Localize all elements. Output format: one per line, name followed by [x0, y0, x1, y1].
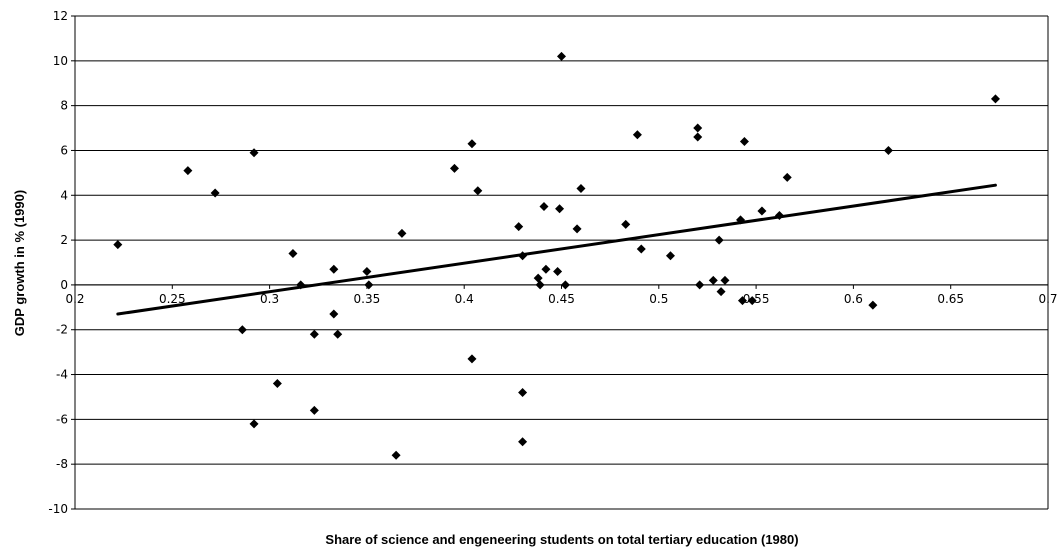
y-tick-label: 8 — [60, 99, 68, 113]
data-point — [249, 148, 259, 158]
y-tick-label: -6 — [56, 412, 68, 426]
data-point — [333, 329, 343, 339]
data-point — [535, 280, 545, 290]
data-point — [237, 325, 247, 335]
data-point — [272, 379, 282, 389]
data-point — [782, 172, 792, 182]
data-point — [883, 145, 893, 155]
x-tick-label: 0.45 — [548, 292, 575, 306]
data-point — [708, 275, 718, 285]
axis-layer — [71, 15, 1049, 510]
data-point — [621, 219, 631, 229]
data-point — [309, 405, 319, 415]
data-point — [449, 163, 459, 173]
data-point — [539, 201, 549, 211]
data-point — [296, 280, 306, 290]
data-point — [555, 204, 565, 214]
x-tick-label: 0.6 — [844, 292, 863, 306]
data-point — [868, 300, 878, 310]
x-tick-label: 0.65 — [937, 292, 964, 306]
data-point — [473, 186, 483, 196]
x-axis-title: Share of science and engeneering student… — [325, 532, 798, 547]
data-point — [514, 222, 524, 232]
x-tick-label: 0.35 — [354, 292, 381, 306]
data-point — [553, 266, 563, 276]
data-point — [716, 287, 726, 297]
x-tick-label: 0.25 — [159, 292, 186, 306]
data-point — [737, 296, 747, 306]
x-tick-label: 0.4 — [455, 292, 474, 306]
data-point — [329, 309, 339, 319]
data-point — [288, 249, 298, 259]
data-point — [990, 94, 1000, 104]
trendline — [116, 183, 997, 316]
data-point — [636, 244, 646, 254]
data-point — [362, 266, 372, 276]
data-point — [391, 450, 401, 460]
x-tick-label: 0.7 — [1038, 292, 1057, 306]
x-tick-label: 0.5 — [649, 292, 668, 306]
data-point — [739, 136, 749, 146]
data-point — [541, 264, 551, 274]
data-point — [329, 264, 339, 274]
y-tick-label: -10 — [48, 502, 68, 516]
data-point — [695, 280, 705, 290]
data-point — [518, 251, 528, 261]
y-tick-label: 4 — [60, 188, 68, 202]
data-point — [467, 139, 477, 149]
y-tick-label: -2 — [56, 323, 68, 337]
y-axis-title: GDP growth in % (1990) — [12, 190, 27, 336]
grid-layer — [75, 15, 1048, 510]
label-layer: -10 -8 -6 -4 -2 0 2 4 6 8 10 12 0.2 0.25 0.3 0.35 0.4 0.4… — [48, 9, 1057, 516]
x-tick-label: 0.2 — [65, 292, 84, 306]
data-point — [757, 206, 767, 216]
y-tick-label: 10 — [53, 54, 68, 68]
data-point — [467, 354, 477, 364]
y-tick-label: 6 — [60, 143, 68, 157]
data-point — [113, 240, 123, 250]
data-point — [720, 275, 730, 285]
data-point — [560, 280, 570, 290]
data-point — [183, 166, 193, 176]
data-point — [533, 273, 543, 283]
y-tick-label: -4 — [56, 368, 68, 382]
data-point — [736, 215, 746, 225]
data-point — [747, 296, 757, 306]
data-point — [693, 123, 703, 133]
data-point — [774, 210, 784, 220]
point-layer — [113, 51, 1000, 460]
x-tick-label: 0.3 — [260, 292, 279, 306]
trend-layer — [116, 183, 997, 316]
data-point — [632, 130, 642, 140]
data-point — [557, 51, 566, 61]
data-point — [210, 188, 220, 198]
data-point — [714, 235, 724, 245]
y-tick-label: 2 — [60, 233, 68, 247]
data-point — [518, 387, 528, 397]
data-point — [693, 132, 703, 142]
data-point — [665, 251, 675, 261]
data-point — [309, 329, 319, 339]
data-point — [397, 228, 407, 238]
data-point — [518, 437, 528, 447]
y-tick-label: 12 — [53, 9, 68, 23]
data-point — [364, 280, 374, 290]
data-point — [576, 184, 586, 194]
data-point — [249, 419, 259, 429]
data-point — [572, 224, 582, 234]
y-tick-label: -8 — [56, 457, 68, 471]
x-tick-label: 0.55 — [743, 292, 770, 306]
y-tick-label: 0 — [60, 278, 68, 292]
